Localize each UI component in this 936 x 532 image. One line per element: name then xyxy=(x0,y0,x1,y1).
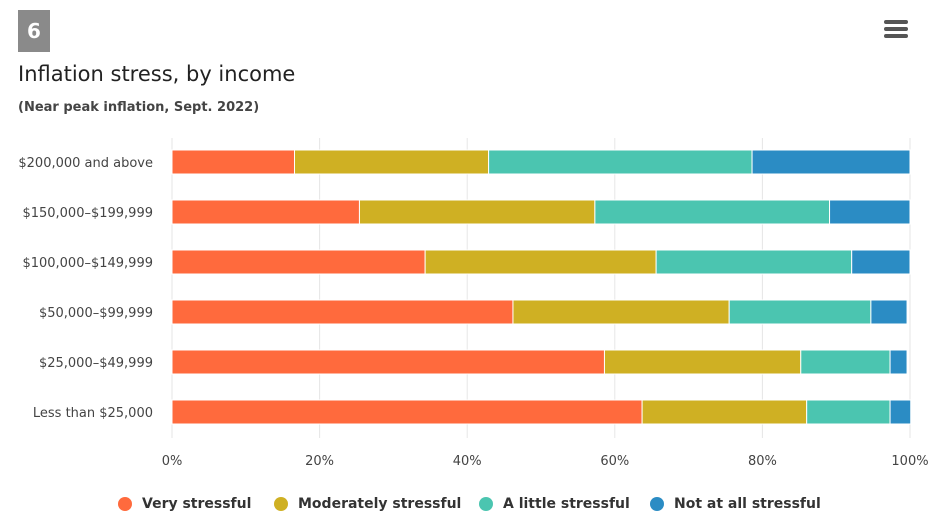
chart-number-badge: 6 xyxy=(18,10,50,52)
bar-segment xyxy=(889,399,912,425)
bar-segment xyxy=(806,399,891,425)
x-tick-label: 60% xyxy=(600,454,629,469)
bar-segment xyxy=(294,149,490,175)
bar-segment xyxy=(889,349,908,375)
legend-label: Very stressful xyxy=(142,496,252,512)
x-tick-label: 0% xyxy=(162,454,183,469)
bar-segment xyxy=(171,299,514,325)
legend-label: Not at all stressful xyxy=(674,496,821,512)
bar-segment xyxy=(800,349,891,375)
legend-marker xyxy=(274,497,288,511)
stacked-bar-chart: 0% 20% 40% 60% 80% 100% $200,000 and above $150… xyxy=(18,138,929,469)
legend-marker xyxy=(118,497,132,511)
bar-segment xyxy=(171,399,643,425)
x-tick-label: 80% xyxy=(748,454,777,469)
y-category-label: Less than $25,000 xyxy=(33,406,153,421)
y-category-label: $100,000–$149,999 xyxy=(22,256,153,271)
bar-segment xyxy=(171,249,426,275)
legend-marker xyxy=(650,497,664,511)
bar-segment xyxy=(424,249,657,275)
bar-segment xyxy=(851,249,911,275)
bar-segment xyxy=(870,299,908,325)
y-category-label: $200,000 and above xyxy=(18,156,153,171)
y-category-label: $50,000–$99,999 xyxy=(39,306,153,321)
x-tick-label: 100% xyxy=(891,454,928,469)
bar-segment xyxy=(751,149,911,175)
bar-segment xyxy=(171,149,296,175)
y-category-label: $25,000–$49,999 xyxy=(39,356,153,371)
legend-marker xyxy=(479,497,493,511)
legend-item[interactable]: Not at all stressful xyxy=(650,492,821,516)
bar-segment xyxy=(358,199,596,225)
bar-segment xyxy=(641,399,808,425)
bar-segment xyxy=(512,299,730,325)
legend-label: A little stressful xyxy=(503,496,630,512)
x-tick-label: 40% xyxy=(453,454,482,469)
bar-segment xyxy=(488,149,753,175)
bar-segment xyxy=(603,349,802,375)
legend-item[interactable]: A little stressful xyxy=(479,492,630,516)
y-category-label: $150,000–$199,999 xyxy=(22,206,153,221)
chart-title: Inflation stress, by income xyxy=(18,62,296,86)
hamburger-menu-icon[interactable] xyxy=(884,20,908,40)
legend-item[interactable]: Moderately stressful xyxy=(274,492,461,516)
bar-segment xyxy=(829,199,911,225)
bar-segment xyxy=(655,249,853,275)
chart-legend: Very stressful Moderately stressful A litt… xyxy=(0,492,936,516)
bar-segment xyxy=(171,349,605,375)
bar-segment xyxy=(728,299,872,325)
bar-segment xyxy=(171,199,360,225)
legend-item[interactable]: Very stressful xyxy=(118,492,251,516)
x-tick-label: 20% xyxy=(305,454,334,469)
chart-subtitle: (Near peak inflation, Sept. 2022) xyxy=(18,100,260,115)
bar-segment xyxy=(594,199,831,225)
legend-label: Moderately stressful xyxy=(298,496,462,512)
